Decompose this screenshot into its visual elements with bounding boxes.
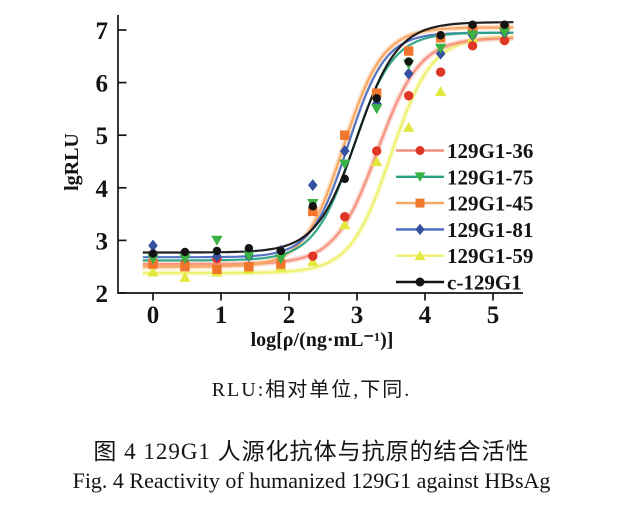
data-point bbox=[307, 256, 319, 267]
data-point bbox=[372, 94, 381, 103]
series-curve-129G1-45 bbox=[142, 26, 514, 268]
dose-response-chart: 2 3 4 5 6 7 0 1 2 3 4 5 lgRLU log[ρ/(ng·mL⁻¹)] 129G1-3… bbox=[61, 15, 533, 351]
data-point bbox=[340, 130, 350, 140]
y-tick-label: 7 bbox=[96, 18, 109, 45]
data-point bbox=[414, 172, 426, 182]
x-tick-label: 4 bbox=[419, 302, 432, 329]
data-point bbox=[402, 121, 415, 132]
data-point bbox=[415, 223, 425, 236]
legend-label: 129G1-45 bbox=[447, 192, 533, 216]
figure-caption-en: Fig. 4 Reactivity of humanized 129G1 aga… bbox=[72, 468, 551, 493]
data-point bbox=[244, 244, 254, 253]
data-point bbox=[339, 219, 351, 230]
data-point bbox=[211, 235, 223, 246]
legend-item-129G1-59: 129G1-59 bbox=[396, 244, 533, 268]
x-tick-label: 1 bbox=[215, 302, 228, 329]
series-points-129G1-75 bbox=[147, 28, 511, 265]
series-curve-129G1-36 bbox=[142, 37, 514, 266]
x-tick-label: 3 bbox=[351, 302, 364, 329]
data-point bbox=[372, 88, 382, 98]
data-point bbox=[147, 254, 159, 265]
legend-label: 129G1-81 bbox=[447, 218, 533, 242]
y-tick-label: 4 bbox=[96, 176, 109, 203]
data-point bbox=[276, 246, 286, 256]
data-point bbox=[498, 28, 511, 39]
data-point bbox=[243, 251, 255, 262]
data-point bbox=[244, 262, 254, 272]
data-point bbox=[212, 246, 222, 256]
y-tick-label: 5 bbox=[96, 123, 109, 150]
data-point bbox=[404, 57, 413, 66]
legend-label: 129G1-36 bbox=[447, 139, 533, 163]
data-point bbox=[308, 201, 318, 211]
x-tick-label: 5 bbox=[487, 302, 500, 329]
y-tick-label: 3 bbox=[96, 228, 109, 255]
data-point bbox=[308, 206, 318, 217]
legend-item-129G1-45: 129G1-45 bbox=[396, 192, 533, 216]
data-point bbox=[339, 144, 350, 157]
x-axis-title: log[ρ/(ng·mL⁻¹)] bbox=[251, 329, 394, 351]
data-point bbox=[340, 212, 350, 222]
data-point bbox=[434, 43, 447, 54]
legend-label: 129G1-75 bbox=[447, 165, 533, 189]
data-point bbox=[499, 35, 510, 46]
data-point bbox=[308, 179, 318, 192]
data-point bbox=[180, 247, 190, 257]
x-tick-label: 0 bbox=[147, 302, 160, 329]
data-point bbox=[147, 266, 159, 277]
data-point bbox=[372, 146, 382, 156]
series-points-c-129G1 bbox=[148, 20, 509, 258]
data-point bbox=[371, 156, 383, 167]
data-point bbox=[403, 91, 414, 101]
data-point bbox=[403, 67, 414, 80]
legend-label: c-129G1 bbox=[447, 271, 522, 295]
data-point bbox=[308, 251, 318, 261]
y-axis-title: lgRLU bbox=[61, 133, 83, 191]
data-point bbox=[415, 198, 425, 208]
series-curve-129G1-75 bbox=[142, 31, 514, 262]
data-point bbox=[148, 249, 158, 258]
data-point bbox=[435, 67, 446, 77]
data-point bbox=[436, 31, 445, 40]
data-point bbox=[340, 174, 349, 184]
legend-item-129G1-36: 129G1-36 bbox=[396, 139, 533, 163]
data-point bbox=[415, 146, 425, 155]
data-point bbox=[148, 239, 158, 252]
data-point bbox=[275, 254, 287, 265]
data-point bbox=[468, 20, 477, 29]
series-curve-129G1-59 bbox=[142, 35, 514, 275]
data-point bbox=[403, 46, 414, 56]
series-curve-c-129G1 bbox=[142, 21, 514, 254]
data-point bbox=[467, 41, 478, 51]
x-tick-label: 2 bbox=[283, 302, 296, 329]
data-point bbox=[180, 262, 190, 272]
legend-label: 129G1-59 bbox=[447, 244, 533, 268]
y-tick-label: 2 bbox=[96, 281, 109, 308]
data-point bbox=[500, 20, 509, 29]
data-point bbox=[466, 30, 479, 41]
data-point bbox=[179, 254, 191, 265]
data-point bbox=[371, 104, 383, 115]
data-point bbox=[212, 264, 222, 275]
legend-item-129G1-81: 129G1-81 bbox=[396, 218, 533, 242]
data-point bbox=[434, 86, 447, 97]
data-point bbox=[415, 277, 425, 287]
figure-caption-zh: 图 4 129G1 人源化抗体与抗原的结合活性 bbox=[93, 439, 530, 464]
legend-item-c-129G1: c-129G1 bbox=[396, 271, 522, 295]
figure-note: RLU:相对单位,下同. bbox=[211, 379, 412, 401]
legend-item-129G1-75: 129G1-75 bbox=[396, 165, 533, 189]
data-point bbox=[414, 250, 426, 261]
data-point bbox=[179, 271, 191, 282]
y-tick-label: 6 bbox=[96, 71, 109, 98]
data-point bbox=[339, 159, 351, 170]
data-point bbox=[212, 250, 222, 263]
